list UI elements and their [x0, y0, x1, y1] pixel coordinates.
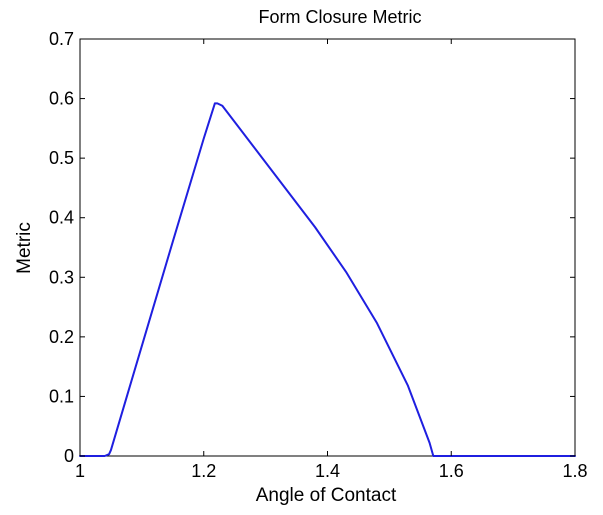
x-tick-label: 1 [75, 461, 85, 481]
x-tick-label: 1.8 [562, 461, 587, 481]
y-tick-label: 0.2 [49, 327, 74, 347]
y-tick-label: 0.4 [49, 208, 74, 228]
plot-area [79, 38, 576, 457]
y-tick-label: 0.5 [49, 148, 74, 168]
y-axis-ticks: 0 0.1 0.2 0.3 0.4 0.5 0.6 0.7 [49, 29, 575, 466]
x-tick-label: 1.6 [439, 461, 464, 481]
chart-title: Form Closure Metric [258, 7, 421, 27]
x-axis-ticks: 1 1.2 1.4 1.6 1.8 [75, 39, 588, 481]
series-line [79, 102, 576, 457]
x-tick-label: 1.2 [191, 461, 216, 481]
y-tick-label: 0.6 [49, 89, 74, 109]
axes-frame [79, 38, 576, 457]
x-axis-label: Angle of Contact [256, 485, 397, 506]
y-tick-label: 0.1 [49, 386, 74, 406]
y-tick-label: 0.3 [49, 267, 74, 287]
y-tick-label: 0 [64, 446, 74, 466]
x-tick-label: 1.4 [315, 461, 340, 481]
y-axis-label: Metric [14, 222, 35, 274]
y-tick-label: 0.7 [49, 29, 74, 49]
